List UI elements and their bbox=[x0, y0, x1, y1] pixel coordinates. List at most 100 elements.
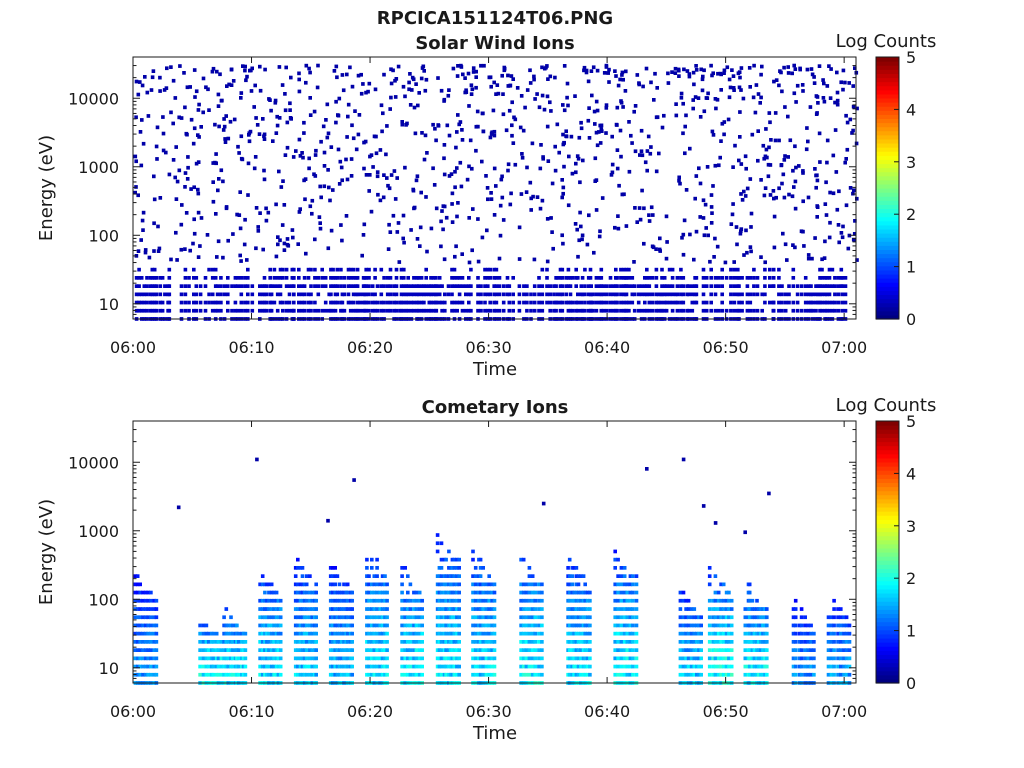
heatmap-cell bbox=[839, 80, 843, 85]
heatmap-cell bbox=[645, 308, 649, 313]
heatmap-cell bbox=[492, 615, 497, 620]
heatmap-cell bbox=[841, 87, 845, 92]
heatmap-cell bbox=[367, 664, 371, 669]
heatmap-cell bbox=[464, 292, 468, 297]
heatmap-cell bbox=[278, 276, 283, 280]
heatmap-cell bbox=[350, 672, 354, 677]
heatmap-cell bbox=[328, 582, 333, 587]
heatmap-cell bbox=[829, 648, 834, 652]
heatmap-cell bbox=[333, 566, 337, 570]
y-tick-label: 10 bbox=[99, 659, 119, 678]
heatmap-cell bbox=[848, 186, 853, 190]
heatmap-cell bbox=[150, 300, 155, 305]
heatmap-cell bbox=[489, 197, 494, 201]
heatmap-cell bbox=[658, 236, 662, 241]
heatmap-cell bbox=[852, 232, 857, 236]
heatmap-cell bbox=[333, 582, 337, 587]
heatmap-cell bbox=[189, 187, 193, 191]
heatmap-cell bbox=[150, 308, 155, 313]
heatmap-cell bbox=[691, 106, 695, 111]
heatmap-cell bbox=[364, 276, 368, 280]
heatmap-cell bbox=[814, 284, 818, 288]
heatmap-cell bbox=[628, 631, 633, 636]
heatmap-cell bbox=[328, 574, 333, 578]
heatmap-cell bbox=[588, 623, 592, 628]
heatmap-cell bbox=[265, 672, 269, 677]
heatmap-cell bbox=[342, 656, 346, 661]
heatmap-cell bbox=[816, 284, 820, 288]
heatmap-cell bbox=[302, 640, 307, 644]
heatmap-cell bbox=[214, 152, 218, 156]
heatmap-cell bbox=[327, 185, 331, 190]
heatmap-cell bbox=[222, 284, 227, 288]
heatmap-cell bbox=[439, 541, 444, 546]
heatmap-cell bbox=[429, 226, 434, 231]
heatmap-cell bbox=[345, 615, 350, 620]
heatmap-cell bbox=[839, 656, 843, 661]
heatmap-cell bbox=[473, 574, 478, 578]
heatmap-cell bbox=[798, 66, 802, 71]
heatmap-cell bbox=[205, 233, 210, 237]
heatmap-cell bbox=[304, 80, 308, 85]
heatmap-cell bbox=[448, 582, 453, 587]
heatmap-cell bbox=[304, 664, 309, 669]
heatmap-cell bbox=[219, 168, 224, 173]
heatmap-cell bbox=[635, 220, 639, 224]
heatmap-cell bbox=[627, 120, 631, 124]
heatmap-cell bbox=[134, 292, 139, 297]
heatmap-cell bbox=[598, 229, 602, 234]
heatmap-cell bbox=[183, 276, 188, 280]
heatmap-cell bbox=[313, 284, 317, 288]
colorbar-segment bbox=[876, 282, 899, 287]
heatmap-cell bbox=[152, 249, 156, 253]
heatmap-cell bbox=[719, 72, 723, 77]
heatmap-cell bbox=[756, 623, 761, 628]
heatmap-cell bbox=[613, 225, 617, 230]
heatmap-cell bbox=[844, 664, 849, 669]
heatmap-cell bbox=[554, 284, 558, 288]
heatmap-cell bbox=[511, 77, 515, 81]
heatmap-cell bbox=[471, 607, 475, 611]
heatmap-cell bbox=[673, 66, 678, 71]
heatmap-cell bbox=[594, 208, 599, 212]
heatmap-cell bbox=[457, 648, 461, 652]
heatmap-cell bbox=[392, 292, 396, 297]
heatmap-cell bbox=[340, 238, 344, 243]
heatmap-cell bbox=[424, 195, 428, 199]
heatmap-cell bbox=[264, 292, 269, 297]
heatmap-cell bbox=[595, 108, 600, 113]
heatmap-cell bbox=[400, 566, 404, 570]
heatmap-cell bbox=[701, 504, 706, 508]
heatmap-cell bbox=[476, 276, 480, 280]
x-tick-label: 06:30 bbox=[466, 338, 512, 357]
colorbar-segment bbox=[876, 572, 899, 578]
heatmap-cell bbox=[519, 607, 523, 611]
heatmap-cell bbox=[492, 672, 497, 677]
heatmap-cell bbox=[224, 664, 229, 669]
heatmap-cell bbox=[161, 148, 166, 153]
heatmap-cell bbox=[350, 607, 354, 611]
heatmap-cell bbox=[537, 623, 541, 628]
heatmap-cell bbox=[206, 640, 211, 644]
heatmap-cell bbox=[308, 96, 312, 100]
heatmap-cell bbox=[210, 276, 215, 280]
heatmap-cell bbox=[525, 284, 529, 288]
heatmap-cell bbox=[650, 292, 655, 297]
heatmap-cell bbox=[410, 88, 414, 92]
heatmap-cell bbox=[278, 615, 283, 620]
heatmap-cell bbox=[369, 209, 374, 214]
heatmap-cell bbox=[152, 598, 157, 603]
colorbar-segment bbox=[876, 650, 899, 655]
heatmap-cell bbox=[308, 598, 312, 603]
heatmap-cell bbox=[715, 97, 720, 102]
heatmap-cell bbox=[459, 63, 463, 68]
heatmap-cell bbox=[481, 111, 485, 116]
heatmap-cell bbox=[501, 308, 506, 313]
heatmap-cell bbox=[567, 648, 572, 652]
heatmap-cell bbox=[480, 159, 484, 164]
heatmap-cell bbox=[330, 664, 335, 669]
heatmap-cell bbox=[450, 276, 454, 280]
heatmap-cell bbox=[583, 656, 587, 661]
heatmap-cell bbox=[258, 623, 262, 628]
heatmap-cell bbox=[385, 124, 389, 128]
